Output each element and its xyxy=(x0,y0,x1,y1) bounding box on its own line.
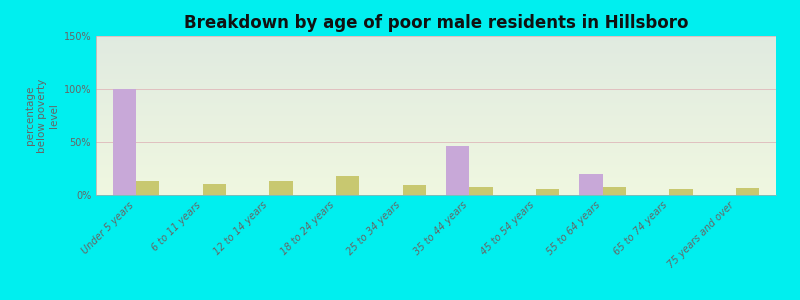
Bar xyxy=(336,176,359,195)
Bar xyxy=(113,89,136,195)
Bar xyxy=(670,189,693,195)
Bar xyxy=(202,184,226,195)
Bar xyxy=(402,185,426,195)
Bar xyxy=(270,181,293,195)
Bar xyxy=(579,174,602,195)
Bar xyxy=(446,146,470,195)
Bar xyxy=(736,188,759,195)
Y-axis label: percentage
below poverty
level: percentage below poverty level xyxy=(25,78,59,153)
Title: Breakdown by age of poor male residents in Hillsboro: Breakdown by age of poor male residents … xyxy=(184,14,688,32)
Bar xyxy=(136,181,159,195)
Bar xyxy=(536,189,559,195)
Bar xyxy=(470,187,493,195)
Bar xyxy=(602,187,626,195)
